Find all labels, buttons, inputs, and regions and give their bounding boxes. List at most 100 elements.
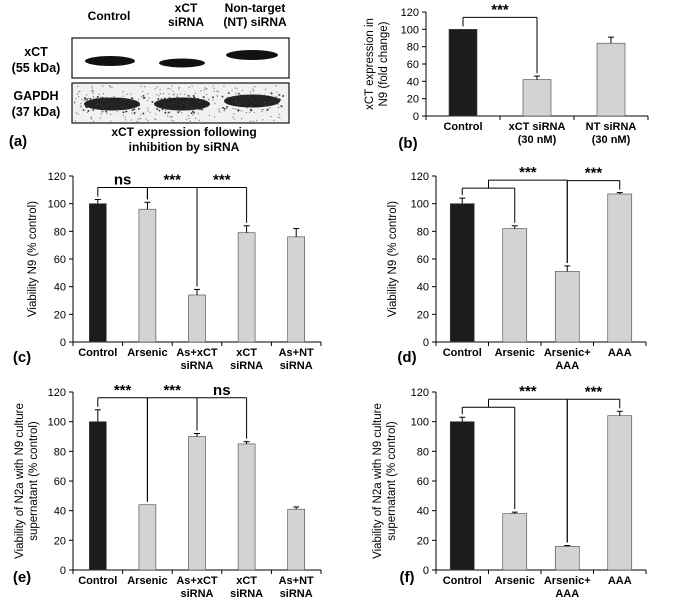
bar	[287, 236, 306, 343]
y-tick-label: 120	[401, 7, 419, 19]
blot-noise	[130, 119, 132, 121]
blot-noise	[234, 108, 237, 110]
blot-noise	[92, 97, 95, 99]
y-axis-label: Viability N9 (% control)	[27, 201, 39, 317]
blot-noise	[167, 111, 170, 114]
x-category-label: xCT siRNA	[509, 121, 566, 133]
x-category-label: (30 nM)	[592, 134, 631, 146]
blot-noise	[92, 120, 95, 122]
blot-noise	[213, 87, 215, 89]
xct-kda-label: (55 kDa)	[12, 61, 61, 75]
blot-noise	[223, 109, 225, 112]
blot-noise	[193, 111, 195, 114]
blot-noise	[159, 88, 161, 91]
blot-noise	[236, 88, 238, 90]
y-tick-label: 60	[54, 254, 66, 266]
significance-label: ns	[213, 382, 231, 399]
x-category-label: (30 nM)	[518, 134, 557, 146]
blot-noise	[212, 99, 214, 101]
blot-noise	[169, 111, 171, 113]
blot-noise	[80, 105, 82, 107]
blot-noise	[123, 105, 126, 108]
blot-noise	[192, 114, 194, 116]
blot-noise	[250, 97, 252, 99]
blot-noise	[280, 105, 283, 108]
panel-label: (d)	[397, 349, 416, 366]
blot-noise	[120, 106, 123, 109]
blot-noise	[188, 117, 190, 119]
blot-noise	[165, 109, 167, 111]
blot-noise	[213, 116, 216, 118]
blot-noise	[81, 99, 83, 101]
blot-noise	[198, 108, 200, 110]
blot-noise	[193, 96, 195, 99]
blot-noise	[205, 105, 207, 107]
bar	[449, 421, 475, 571]
blot-noise	[259, 96, 262, 99]
blot-noise	[87, 97, 89, 100]
y-tick-label: 0	[413, 111, 419, 123]
y-tick-label: 100	[401, 24, 419, 36]
x-category-label: AAA	[608, 347, 632, 359]
blot-noise	[138, 104, 140, 107]
blot-noise	[226, 106, 228, 108]
blot-noise	[163, 106, 165, 108]
blot-noise	[235, 101, 238, 104]
blot-noise	[206, 88, 208, 90]
blot-noise	[102, 93, 105, 95]
y-axis-label: N9 (fold change)	[378, 21, 390, 106]
blot-noise	[100, 104, 103, 106]
blot-noise	[278, 94, 281, 96]
blot-noise	[171, 116, 173, 118]
blot-noise	[91, 90, 93, 92]
blot-noise	[263, 101, 265, 104]
x-category-label: Arsenic	[495, 347, 535, 359]
blot-noise	[137, 119, 139, 121]
blot-noise	[142, 97, 144, 100]
blot-noise	[254, 100, 257, 103]
blot-lane-header: xCT	[175, 1, 198, 15]
blot-caption: inhibition by siRNA	[129, 140, 240, 154]
blot-noise	[238, 103, 241, 105]
blot-noise	[177, 111, 180, 114]
blot-noise	[178, 86, 180, 89]
blot-noise	[124, 119, 127, 121]
blot-noise	[101, 110, 104, 112]
x-category-label: AAA	[608, 575, 632, 587]
blot-noise	[143, 97, 146, 99]
y-tick-label: 60	[407, 59, 419, 71]
bar	[188, 294, 206, 343]
blot-noise	[176, 96, 178, 98]
blot-noise	[122, 95, 125, 97]
blot-noise	[240, 117, 243, 120]
blot-noise	[124, 111, 127, 113]
blot-noise	[214, 102, 216, 105]
blot-noise	[146, 100, 149, 102]
blot-noise	[192, 95, 195, 97]
bar	[188, 436, 206, 571]
bar	[607, 193, 633, 343]
blot-noise	[147, 107, 149, 109]
blot-noise	[157, 100, 160, 103]
blot-noise	[109, 85, 111, 87]
blot-noise	[99, 117, 101, 119]
blot-noise	[92, 90, 94, 93]
blot-noise	[154, 118, 156, 120]
blot-noise	[235, 96, 237, 99]
blot-noise	[155, 119, 157, 121]
blot-noise	[140, 96, 143, 98]
blot-noise	[212, 85, 214, 87]
bar	[287, 508, 306, 571]
blot-noise	[265, 104, 268, 106]
blot-noise	[157, 98, 160, 100]
blot-lane-header: Control	[88, 9, 131, 23]
blot-noise	[92, 92, 94, 94]
blot-noise	[87, 110, 90, 112]
panel-label: (a)	[9, 133, 27, 150]
blot-noise	[233, 113, 235, 115]
blot-noise	[189, 96, 192, 99]
blot-noise	[122, 111, 125, 114]
blot-noise	[232, 108, 234, 110]
blot-noise	[213, 90, 215, 92]
